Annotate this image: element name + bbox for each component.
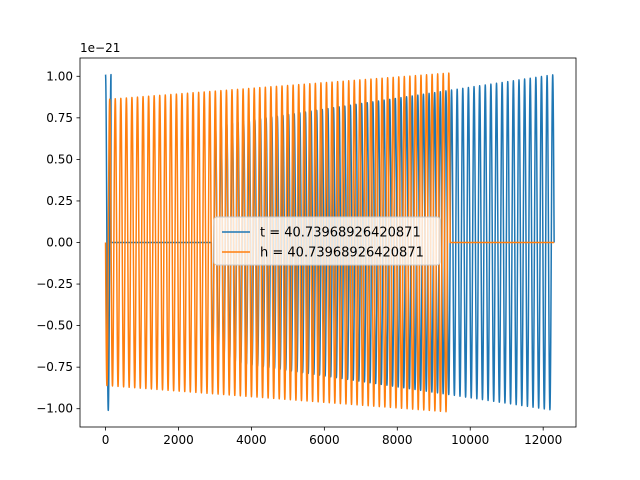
x-tick-label: 10000 [451,433,489,447]
legend-label-h: h = 40.73968926420871 [260,246,424,261]
y-tick-label: 0.50 [46,152,73,166]
ticks-layer: 0 2000 4000 6000 8000 10000 12000 −1.00 −0.75 −0.… [36,69,562,447]
legend-label-t: t = 40.73968926420871 [260,226,421,241]
y-tick-label: −0.75 [36,360,73,374]
y-tick-label: 1.00 [46,69,73,83]
y-tick-label: 0.75 [46,111,73,125]
y-tick-label: −1.00 [36,402,73,416]
x-tick-label: 0 [102,433,110,447]
legend: t = 40.73968926420871 h = 40.73968926420… [213,216,441,266]
x-tick-label: 8000 [382,433,413,447]
plot-frame [79,57,577,428]
legend-frame [213,216,441,266]
x-tick-label: 12000 [524,433,562,447]
y-tick-label: −0.25 [36,277,73,291]
y-tick-label: 0.25 [46,194,73,208]
x-tick-label: 6000 [309,433,340,447]
y-tick-label: −0.50 [36,319,73,333]
y-tick-label: 0.00 [46,236,73,250]
y-offset-label: 1e−21 [80,41,120,55]
x-tick-label: 4000 [236,433,267,447]
x-tick-label: 2000 [163,433,194,447]
